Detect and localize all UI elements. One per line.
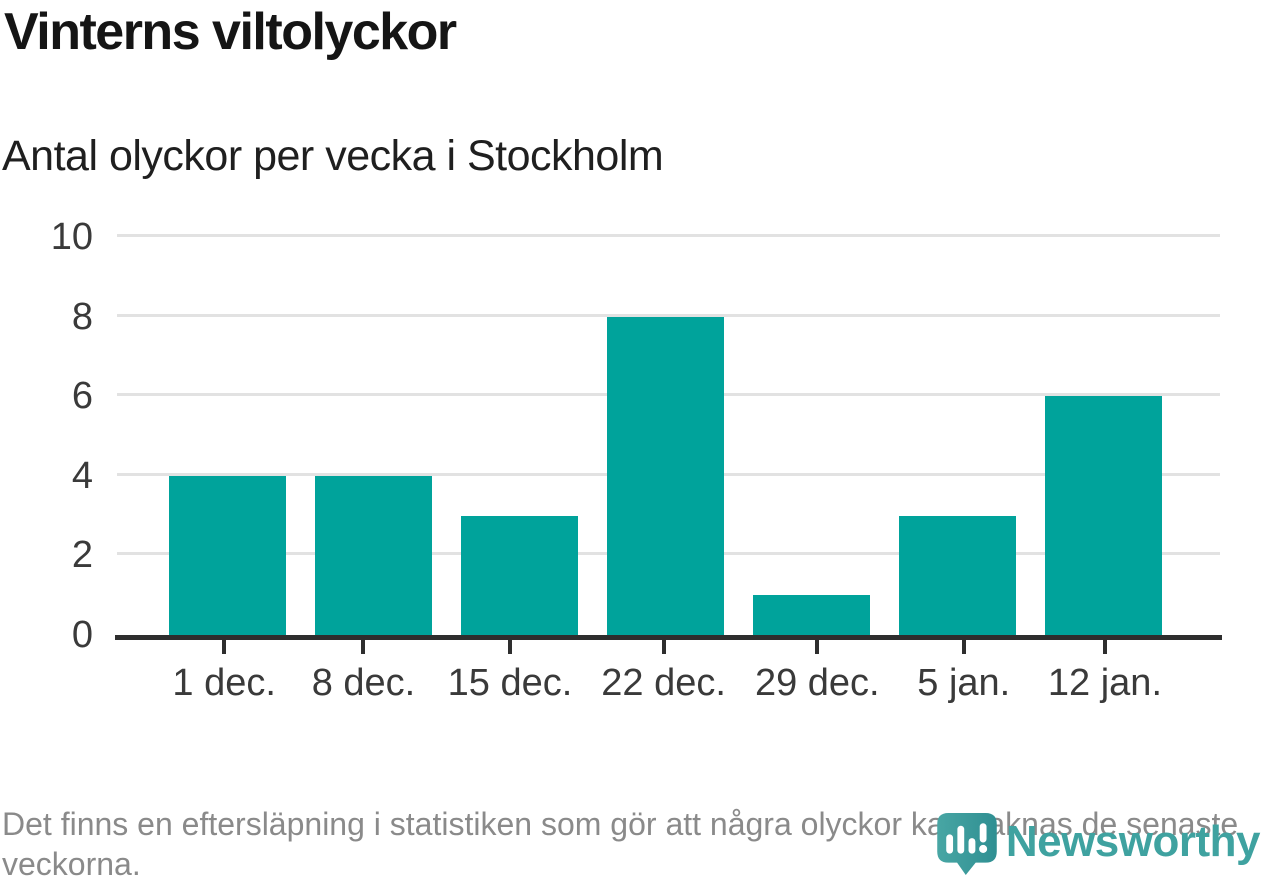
chart-title: Vinterns viltolyckor — [4, 3, 457, 61]
x-tick-mark — [222, 640, 227, 654]
footnote: Det finns en eftersläpning i statistiken… — [2, 806, 1239, 882]
newsworthy-pin-bar-chart-icon — [937, 813, 997, 875]
plot-area — [117, 234, 1220, 635]
x-tick-label: 22 dec. — [601, 662, 726, 704]
gridline-10 — [117, 234, 1220, 237]
x-category: 8 dec. — [308, 640, 418, 705]
x-tick-label: 1 dec. — [172, 662, 276, 704]
bar-series — [117, 237, 1220, 635]
x-category: 1 dec. — [169, 640, 279, 705]
x-category: 12 jan. — [1048, 640, 1162, 705]
y-axis: 0 2 4 6 8 10 — [0, 218, 93, 654]
x-tick-label: 5 jan. — [917, 662, 1011, 704]
newsworthy-logo: Newsworthy — [936, 811, 1261, 877]
x-category: 5 jan. — [909, 640, 1019, 705]
y-tick-label: 0 — [71, 614, 93, 656]
x-category: 29 dec. — [755, 640, 880, 705]
x-tick-label: 15 dec. — [447, 662, 573, 704]
x-tick-mark — [507, 640, 512, 654]
x-tick-mark — [661, 640, 666, 654]
x-tick-mark — [1102, 640, 1107, 654]
y-tick-label: 10 — [50, 216, 93, 258]
chart-subtitle: Antal olyckor per vecka i Stockholm — [2, 132, 664, 180]
y-tick-label: 8 — [71, 295, 93, 338]
x-axis: 1 dec. 8 dec. 15 dec. 22 dec. 29 dec. 5 jan. 1… — [117, 640, 1220, 705]
x-axis-line — [115, 635, 1222, 640]
gridline-8 — [117, 313, 1220, 317]
bar-5jan — [899, 515, 1016, 635]
x-category: 22 dec. — [601, 640, 726, 705]
y-tick-label: 2 — [71, 534, 93, 577]
y-tick-label: 4 — [71, 454, 93, 497]
x-tick-label: 8 dec. — [311, 662, 416, 704]
newsworthy-wordmark: Newsworthy — [1005, 817, 1261, 866]
x-tick-label: 12 jan. — [1047, 662, 1162, 704]
bar-29dec — [753, 595, 870, 635]
bar-1dec — [169, 475, 286, 635]
x-tick-mark — [361, 640, 366, 654]
x-tick-label: 29 dec. — [754, 662, 880, 704]
x-tick-mark — [815, 640, 820, 654]
bar-12jan — [1045, 396, 1162, 635]
bar-22dec — [607, 316, 724, 635]
x-category: 15 dec. — [447, 640, 573, 705]
y-tick-label: 6 — [71, 375, 93, 418]
x-tick-mark — [961, 640, 966, 654]
bar-8dec — [315, 475, 432, 635]
bar-15dec — [461, 515, 578, 635]
